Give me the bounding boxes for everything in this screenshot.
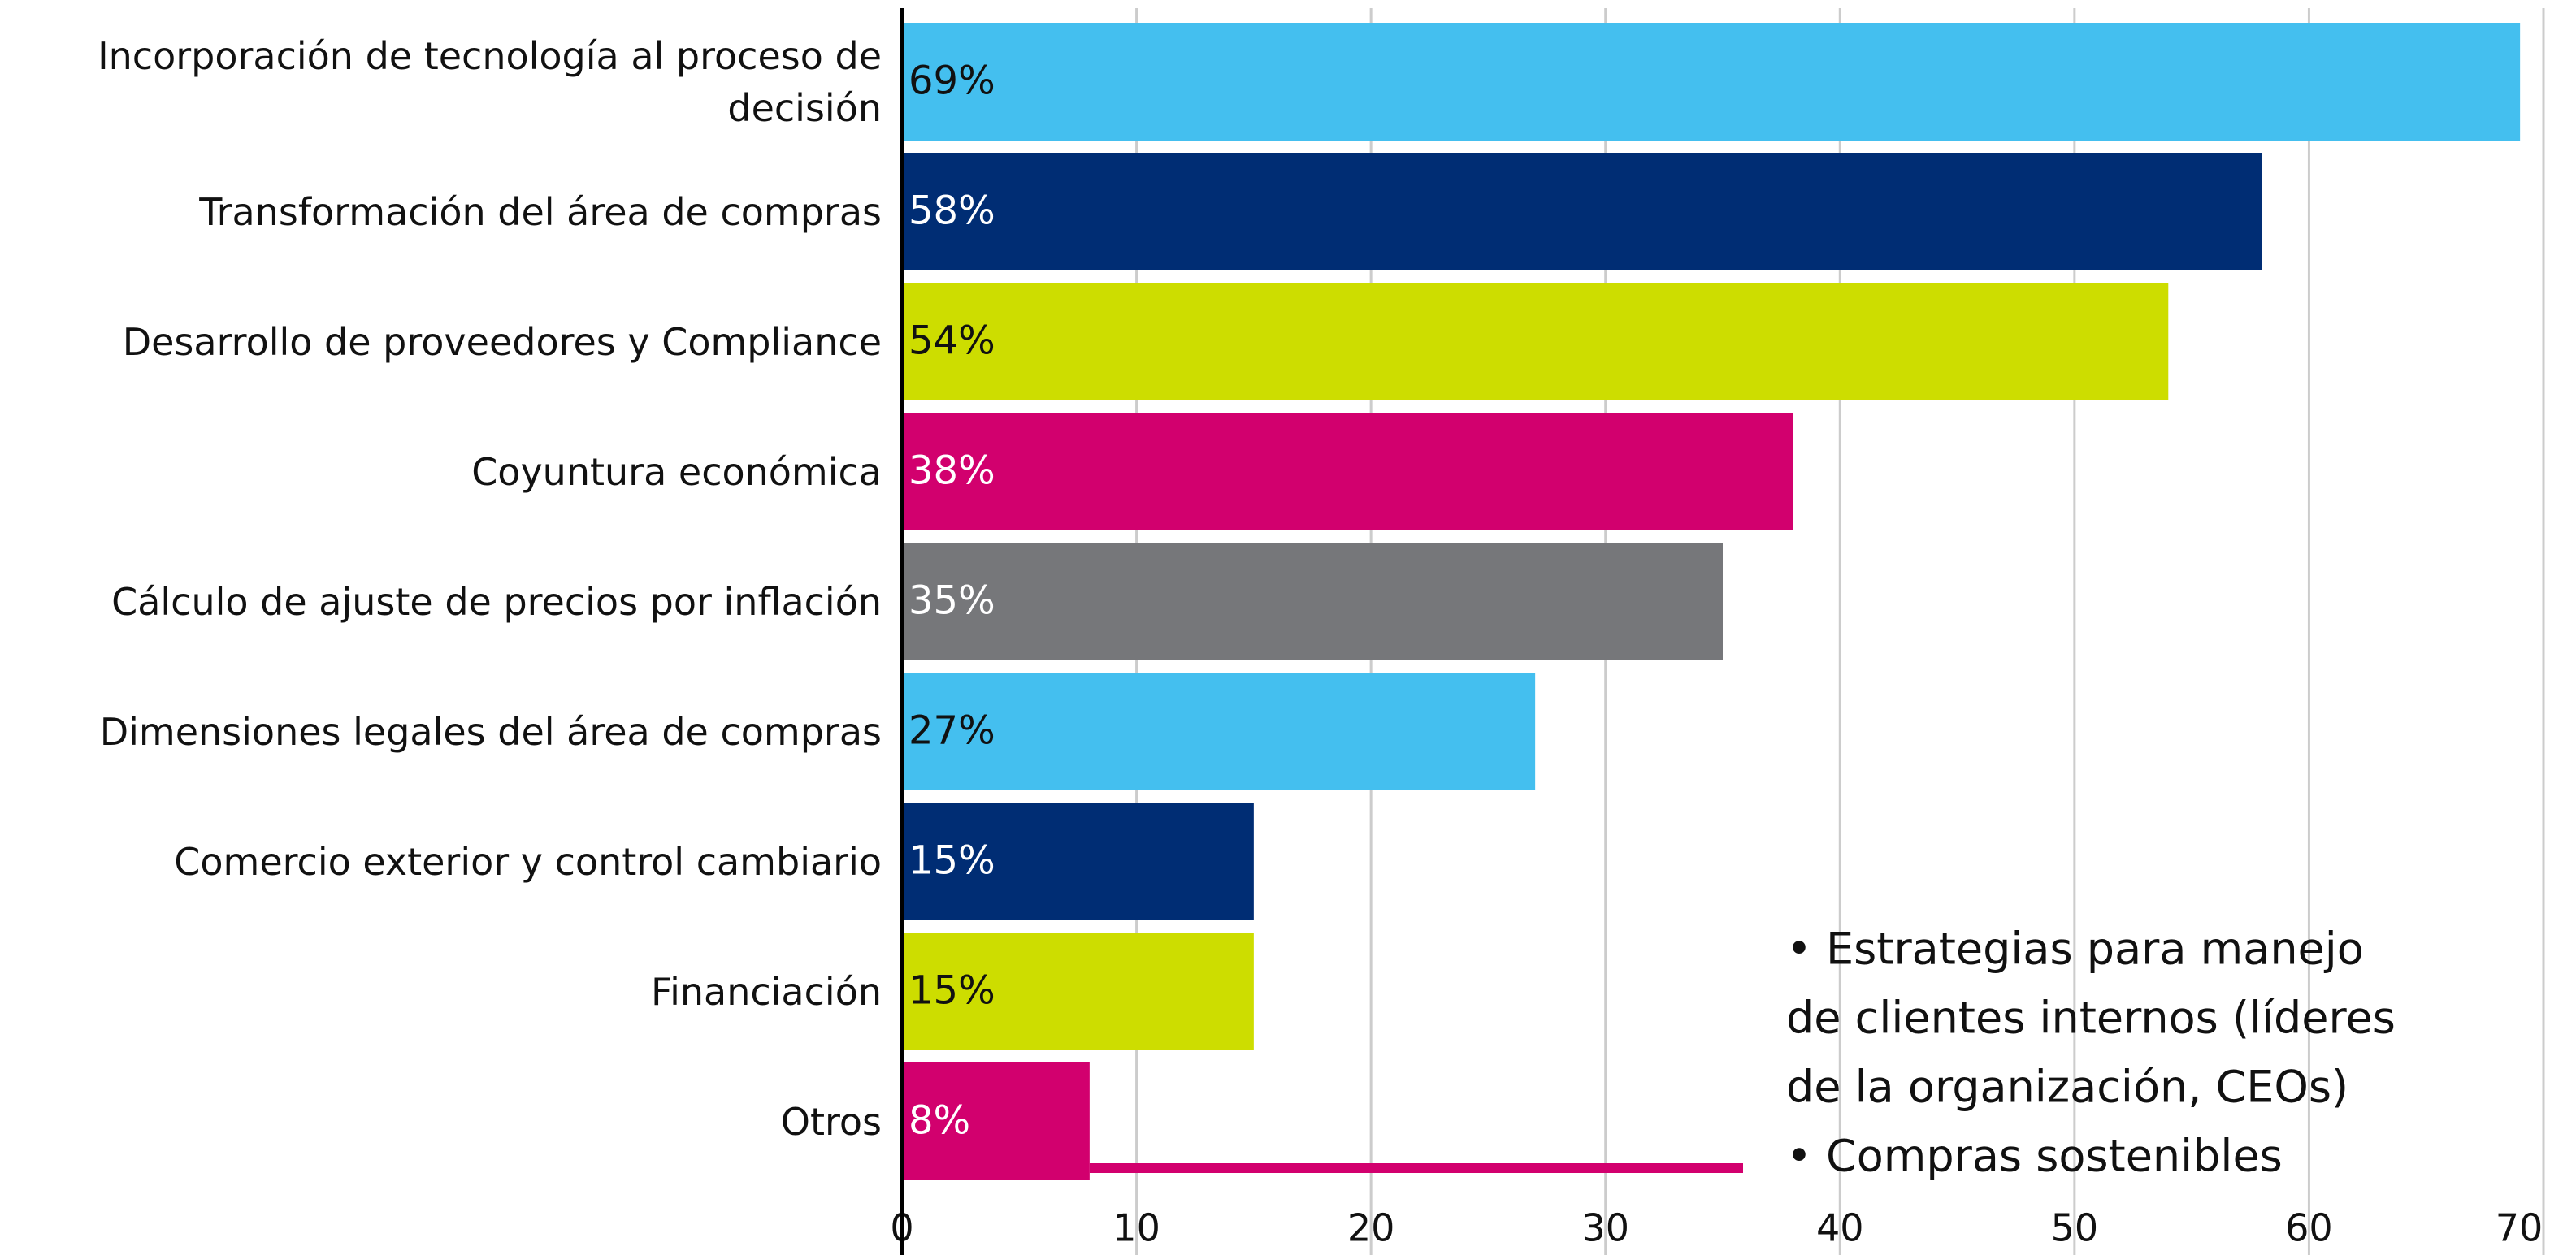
bar <box>902 413 1793 530</box>
value-label: 58% <box>909 188 995 234</box>
value-label: 8% <box>909 1098 970 1144</box>
value-label: 15% <box>909 838 995 884</box>
x-tick-label: 30 <box>1581 1206 1629 1250</box>
category-label: Transformación del área de compras <box>199 189 882 234</box>
value-label: 27% <box>909 708 995 754</box>
bar <box>902 283 2169 400</box>
category-label: Coyuntura económica <box>471 449 882 494</box>
category-label: Financiación <box>650 969 882 1014</box>
value-label: 38% <box>909 448 995 494</box>
bar <box>902 153 2262 270</box>
category-label: Cálculo de ajuste de precios por inflaci… <box>111 579 882 624</box>
x-tick-label: 50 <box>2051 1206 2099 1250</box>
annotation-text: • Estrategias para manejo <box>1786 924 2364 975</box>
x-tick-label: 20 <box>1347 1206 1395 1250</box>
bar <box>902 23 2521 141</box>
value-label: 54% <box>909 318 995 364</box>
bar <box>902 543 1723 660</box>
annotation-text: • Compras sostenibles <box>1786 1131 2283 1182</box>
category-label: Comercio exterior y control cambiario <box>174 839 882 884</box>
category-label: Dimensiones legales del área de compras <box>99 709 882 754</box>
value-label: 15% <box>909 968 995 1014</box>
category-label: Incorporación de tecnología al proceso d… <box>98 33 882 130</box>
x-tick-label: 10 <box>1112 1206 1160 1250</box>
bar <box>902 933 1254 1050</box>
x-tick-label: 60 <box>2285 1206 2333 1250</box>
bar <box>902 673 1536 790</box>
value-label: 69% <box>909 58 995 104</box>
x-tick-label: 40 <box>1816 1206 1864 1250</box>
category-label: Otros <box>780 1099 882 1144</box>
bar <box>902 1062 1090 1180</box>
annotation-text: de la organización, CEOs) <box>1786 1062 2348 1113</box>
bar <box>902 803 1254 920</box>
annotation-text: de clientes internos (líderes <box>1786 993 2396 1044</box>
category-label: Desarrollo de proveedores y Compliance <box>122 319 882 364</box>
x-tick-label: 70 <box>2496 1206 2543 1250</box>
value-label: 35% <box>909 578 995 624</box>
